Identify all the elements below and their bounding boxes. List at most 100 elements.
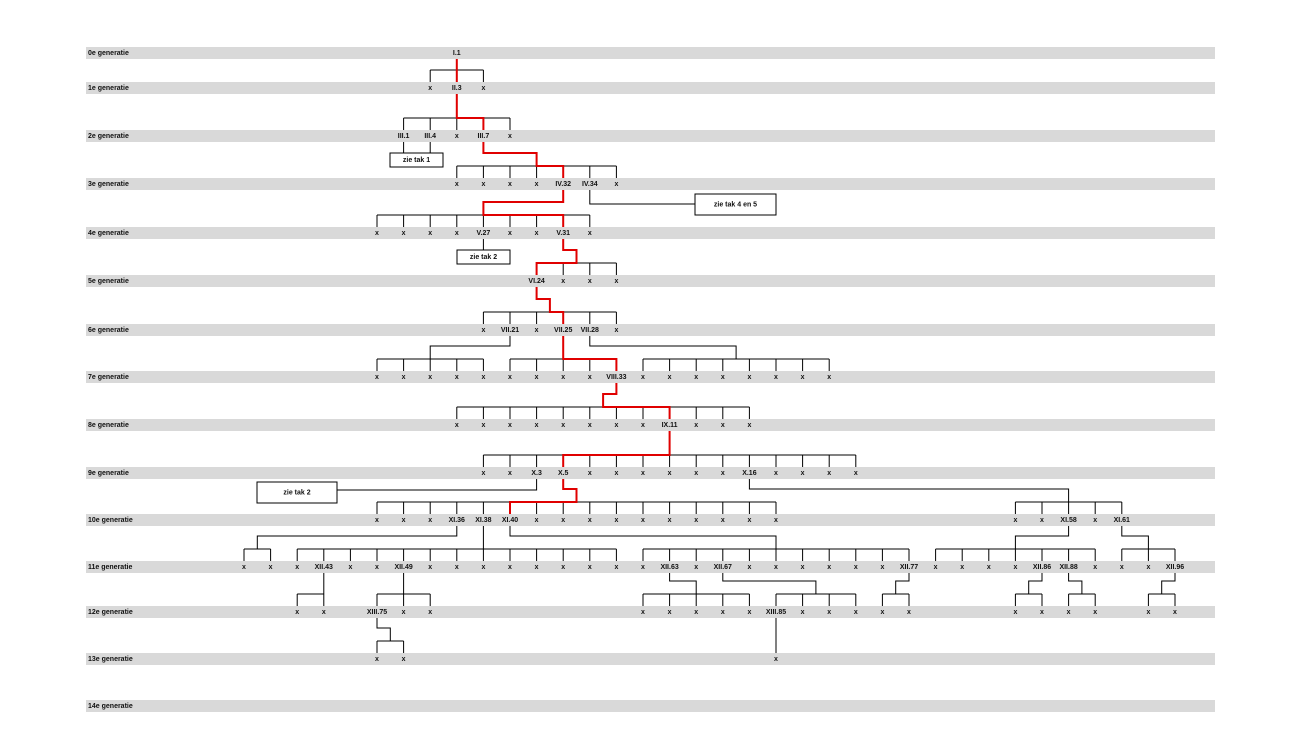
person-label: x	[987, 564, 991, 571]
person-label: x	[641, 374, 645, 381]
generation-label: 3e generatie	[88, 181, 129, 188]
generation-label: 4e generatie	[88, 230, 129, 237]
note-text: zie tak 2	[283, 489, 310, 496]
person-label: XI.61	[1114, 517, 1130, 524]
person-label: x	[668, 517, 672, 524]
person-label: x	[455, 181, 459, 188]
person-label: XIII.85	[766, 609, 786, 616]
person-label: VII.21	[501, 327, 519, 334]
lineage-line	[535, 287, 565, 324]
person-label: x	[428, 564, 432, 571]
person-label: x	[535, 327, 539, 334]
person-label: x	[668, 470, 672, 477]
person-label: x	[694, 517, 698, 524]
person-label: XII.49	[394, 564, 412, 571]
person-label: XI.36	[449, 517, 465, 524]
generation-band	[86, 47, 1215, 59]
connector	[1028, 573, 1043, 594]
person-label: x	[375, 230, 379, 237]
person-label: x	[854, 470, 858, 477]
generation-label: 6e generatie	[88, 327, 129, 334]
connector	[1121, 526, 1149, 549]
lineage-line	[482, 142, 565, 178]
person-label: III.7	[478, 133, 490, 140]
person-label: x	[508, 230, 512, 237]
person-label: x	[747, 374, 751, 381]
person-label: x	[960, 564, 964, 571]
person-label: x	[668, 609, 672, 616]
person-label: x	[721, 517, 725, 524]
person-label: x	[402, 656, 406, 663]
person-label: x	[827, 564, 831, 571]
generation-band	[86, 82, 1215, 94]
person-label: VI.24	[528, 278, 544, 285]
person-label: XII.67	[714, 564, 732, 571]
person-label: x	[588, 374, 592, 381]
note-box	[694, 193, 777, 216]
person-label: x	[721, 422, 725, 429]
person-label: x	[295, 609, 299, 616]
generation-band	[86, 514, 1215, 526]
generation-label: 8e generatie	[88, 422, 129, 429]
generation-label: 1e generatie	[88, 85, 129, 92]
person-label: x	[694, 609, 698, 616]
person-label: x	[481, 327, 485, 334]
person-label: x	[508, 422, 512, 429]
person-label: X.16	[742, 470, 757, 477]
person-label: x	[561, 422, 565, 429]
person-label: x	[508, 181, 512, 188]
person-label: x	[614, 422, 618, 429]
person-label: x	[1173, 609, 1177, 616]
person-label: V.27	[477, 230, 491, 237]
generation-band	[86, 467, 1215, 479]
person-label: x	[614, 517, 618, 524]
person-label: x	[428, 230, 432, 237]
connector	[589, 336, 737, 359]
person-label: x	[481, 470, 485, 477]
person-label: XI.38	[475, 517, 491, 524]
person-label: x	[641, 422, 645, 429]
connector	[376, 618, 391, 641]
person-label: x	[694, 374, 698, 381]
lineage-line	[562, 431, 671, 467]
person-label: x	[588, 278, 592, 285]
person-label: x	[827, 609, 831, 616]
person-label: XII.96	[1166, 564, 1184, 571]
person-label: x	[721, 374, 725, 381]
generation-label: 13e generatie	[88, 656, 133, 663]
person-label: x	[561, 564, 565, 571]
person-label: x	[614, 327, 618, 334]
person-label: x	[561, 517, 565, 524]
person-label: x	[801, 374, 805, 381]
connector	[1068, 573, 1083, 594]
person-label: x	[880, 609, 884, 616]
connector	[256, 526, 458, 549]
person-label: x	[428, 517, 432, 524]
person-label: x	[508, 133, 512, 140]
connector	[669, 573, 697, 594]
generation-band	[86, 324, 1215, 336]
person-label: x	[694, 470, 698, 477]
person-label: x	[402, 230, 406, 237]
person-label: x	[375, 656, 379, 663]
person-label: x	[481, 374, 485, 381]
person-label: x	[934, 564, 938, 571]
person-label: x	[721, 609, 725, 616]
person-label: x	[880, 564, 884, 571]
lineage-line	[535, 239, 578, 275]
person-label: x	[322, 609, 326, 616]
note-text: zie tak 1	[403, 157, 430, 164]
person-label: XII.43	[315, 564, 333, 571]
person-label: x	[402, 517, 406, 524]
person-label: x	[747, 564, 751, 571]
connector	[895, 573, 910, 594]
connector	[1014, 526, 1070, 549]
person-label: x	[481, 422, 485, 429]
generation-label: 12e generatie	[88, 609, 133, 616]
generation-label: 11e generatie	[88, 564, 132, 571]
person-label: x	[1013, 609, 1017, 616]
person-label: XI.58	[1060, 517, 1076, 524]
person-label: x	[269, 564, 273, 571]
person-label: x	[1093, 517, 1097, 524]
person-label: x	[588, 564, 592, 571]
